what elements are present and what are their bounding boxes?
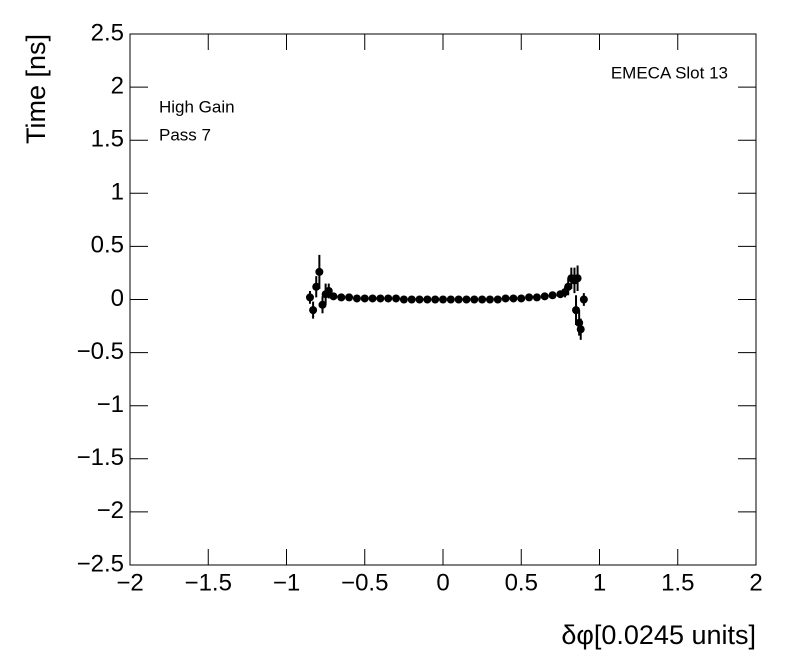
point: [431, 295, 440, 304]
point: [368, 294, 377, 303]
point: [579, 295, 588, 304]
point: [399, 295, 408, 304]
point: [352, 294, 361, 303]
point: [439, 295, 447, 304]
point: [415, 295, 424, 304]
point: [329, 292, 338, 301]
y-tick-label: −2: [97, 497, 124, 524]
x-tick-label: 0.5: [505, 569, 538, 596]
point: [573, 274, 582, 283]
y-tick-label: 2.5: [91, 19, 124, 46]
x-tick-label: 1: [593, 569, 606, 596]
point: [517, 294, 526, 303]
x-tick-label: −0.5: [341, 569, 388, 596]
point: [485, 295, 494, 304]
point: [360, 294, 369, 303]
y-tick-label: 1.5: [91, 126, 124, 153]
y-tick-label: 0: [111, 285, 124, 312]
point: [318, 300, 327, 309]
x-tick-label: 0: [436, 569, 449, 596]
point: [501, 294, 510, 303]
point: [540, 292, 549, 301]
point: [564, 282, 573, 291]
annotation: High Gain: [159, 97, 235, 116]
point: [509, 294, 518, 303]
chart-title: EMECA Slot 13: [611, 63, 728, 82]
annotation: Pass 7: [159, 125, 211, 144]
point: [462, 295, 471, 304]
point: [337, 293, 346, 302]
x-tick-label: −1.5: [185, 569, 232, 596]
x-tick-label: −1: [273, 569, 300, 596]
point: [548, 291, 557, 300]
point: [376, 294, 385, 303]
point: [532, 293, 541, 302]
point: [576, 325, 585, 334]
point: [423, 295, 432, 304]
point: [305, 293, 314, 302]
point: [392, 294, 401, 303]
y-tick-label: 1: [111, 179, 124, 206]
y-tick-label: −0.5: [77, 338, 124, 365]
point: [309, 306, 318, 315]
point: [324, 287, 333, 296]
point: [572, 306, 581, 315]
y-tick-label: −1: [97, 391, 124, 418]
point: [446, 295, 455, 304]
x-tick-label: 2: [749, 569, 762, 596]
y-tick-label: 2: [111, 72, 124, 99]
y-tick-label: 0.5: [91, 232, 124, 259]
point: [315, 267, 324, 276]
x-tick-label: 1.5: [661, 569, 694, 596]
point: [525, 293, 534, 302]
x-axis-label: δφ[0.0245 units]: [561, 620, 756, 650]
point: [493, 295, 502, 304]
point: [345, 293, 354, 302]
y-tick-label: −2.5: [77, 550, 124, 577]
x-tick-label: −2: [116, 569, 143, 596]
y-tick-label: −1.5: [77, 444, 124, 471]
point: [478, 295, 487, 304]
point: [384, 294, 393, 303]
point: [454, 295, 463, 304]
point: [312, 282, 321, 291]
point: [407, 295, 416, 304]
y-axis-label: Time [ns]: [21, 34, 51, 144]
point: [470, 295, 479, 304]
